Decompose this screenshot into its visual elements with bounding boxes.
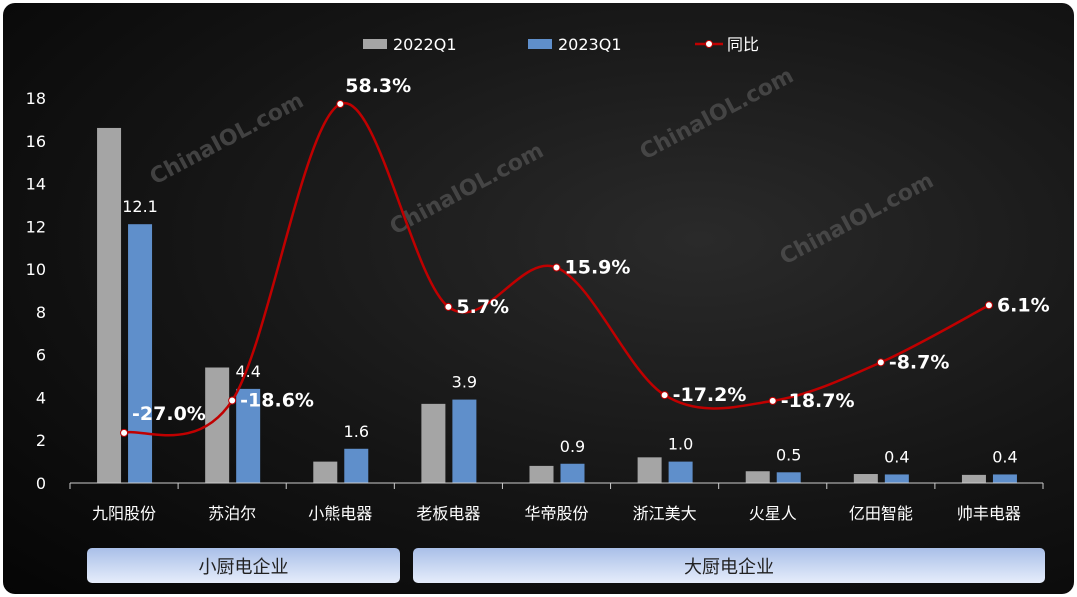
bar-2022q1 [421, 403, 446, 483]
x-tick-label: 九阳股份 [92, 504, 156, 523]
y-tick-label: 2 [36, 431, 46, 450]
bar-data-label: 0.9 [560, 437, 585, 456]
yoy-point [984, 301, 993, 310]
bar-2023q1 [776, 472, 801, 483]
bar-2022q1 [745, 471, 770, 483]
yoy-data-label: 6.1% [997, 294, 1050, 316]
yoy-point [336, 100, 345, 109]
watermark: ChinaIOL.com [386, 138, 548, 240]
bar-data-label: 12.1 [122, 197, 158, 216]
yoy-data-label: -27.0% [132, 403, 206, 425]
yoy-data-label: -18.6% [240, 390, 314, 412]
yoy-data-label: 58.3% [345, 75, 411, 97]
y-tick-label: 18 [26, 89, 46, 108]
yoy-point [228, 396, 237, 405]
x-tick-label: 小熊电器 [308, 504, 372, 523]
x-tick-label: 浙江美大 [633, 504, 697, 523]
chart-svg: ChinaIOL.com ChinaIOL.comChinaIOL.comChin… [26, 35, 1050, 523]
yoy-data-label: 5.7% [456, 296, 509, 318]
bar-2023q1 [992, 474, 1017, 483]
x-tick-label: 火星人 [749, 504, 797, 523]
legend-swatch-2022q1 [363, 39, 387, 49]
legend-label-yoy: 同比 [727, 35, 759, 54]
bar-2022q1 [97, 127, 122, 483]
y-tick-label: 6 [36, 346, 46, 365]
bar-2023q1 [452, 399, 477, 483]
bar-2022q1 [853, 474, 878, 483]
bar-data-label: 0.5 [776, 445, 801, 464]
bar-data-label: 0.4 [992, 447, 1017, 466]
legend-marker-yoy [705, 40, 713, 48]
watermark: ChinaIOL.com [636, 63, 798, 165]
x-tick-label: 帅丰电器 [957, 504, 1021, 523]
bar-data-label: 3.9 [452, 373, 477, 392]
y-tick-label: 12 [26, 217, 46, 236]
bar-data-label: 1.6 [344, 422, 369, 441]
yoy-line [123, 102, 990, 437]
bar-2023q1 [236, 388, 261, 483]
legend-label-2023q1: 2023Q1 [558, 35, 622, 54]
x-tick-label: 华帝股份 [524, 504, 588, 523]
yoy-point [876, 358, 885, 367]
yoy-point [768, 396, 777, 405]
yoy-point [552, 263, 561, 272]
yoy-point [444, 302, 453, 311]
x-tick-label: 苏泊尔 [208, 504, 256, 523]
yoy-point [120, 428, 129, 437]
bar-2022q1 [637, 457, 662, 483]
yoy-data-label: -17.2% [673, 384, 747, 406]
yoy-data-label: -8.7% [889, 351, 950, 373]
y-tick-label: 10 [26, 260, 46, 279]
bar-2022q1 [529, 465, 554, 483]
y-tick-label: 8 [36, 303, 46, 322]
group-small-appliance: 小厨电企业 [87, 548, 400, 583]
bar-2022q1 [961, 474, 986, 483]
bar-data-label: 4.4 [235, 362, 260, 381]
y-tick-label: 16 [26, 132, 46, 151]
watermark: ChinaIOL.com [146, 88, 308, 190]
watermark: ChinaIOL.com [776, 168, 938, 270]
yoy-point [660, 391, 669, 400]
yoy-data-label: 15.9% [565, 257, 631, 279]
y-tick-label: 0 [36, 474, 46, 493]
yoy-data-label: -18.7% [781, 390, 855, 412]
bar-2023q1 [560, 463, 585, 483]
legend-swatch-2023q1 [528, 39, 552, 49]
y-tick-label: 4 [36, 388, 46, 407]
y-tick-label: 14 [26, 175, 46, 194]
bar-2023q1 [668, 461, 693, 483]
bar-2023q1 [128, 224, 153, 483]
bar-data-label: 0.4 [884, 447, 909, 466]
bar-2023q1 [344, 448, 369, 483]
chart-card: ChinaIOL.com ChinaIOL.com ChinaIOL.com Chin… [3, 3, 1074, 594]
x-tick-label: 亿田智能 [849, 504, 913, 523]
bar-2022q1 [313, 461, 338, 483]
x-tick-label: 老板电器 [416, 504, 480, 523]
bar-2023q1 [884, 474, 909, 483]
group-large-appliance: 大厨电企业 [413, 548, 1045, 583]
bar-data-label: 1.0 [668, 435, 693, 454]
legend-label-2022q1: 2022Q1 [393, 35, 457, 54]
